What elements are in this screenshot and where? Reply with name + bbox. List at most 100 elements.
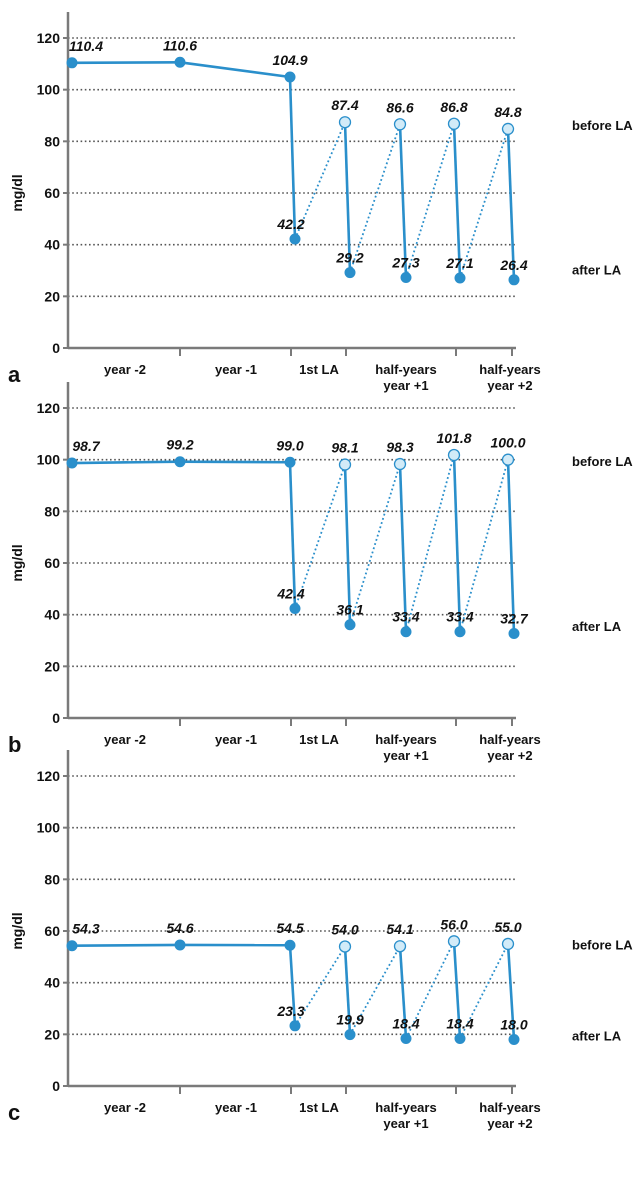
data-point-before-la (340, 117, 351, 128)
series-line-segment (454, 455, 460, 632)
data-label: 18.4 (446, 1015, 473, 1031)
data-point-before-la (395, 119, 406, 130)
data-label: 110.6 (163, 37, 197, 53)
data-point-before-la (340, 941, 351, 952)
series-line-segment (345, 465, 350, 625)
series-line-segment (508, 460, 514, 634)
data-point-pre (285, 940, 295, 950)
data-point-after-la (509, 629, 519, 639)
data-label: 100.0 (490, 435, 525, 451)
data-label: 36.1 (336, 602, 363, 618)
data-point-before-la (503, 123, 514, 134)
data-label: 42.4 (276, 585, 304, 601)
data-label: 98.7 (72, 438, 100, 454)
data-point-pre (67, 941, 77, 951)
data-label: 104.9 (272, 52, 307, 68)
data-label: 54.5 (276, 920, 303, 936)
y-tick-label: 40 (44, 607, 60, 623)
data-label: 84.8 (494, 104, 521, 120)
x-tick-label: year +2 (487, 748, 532, 763)
x-tick-label: year -2 (104, 732, 146, 747)
interval-connector-line (406, 455, 454, 632)
row-label-before-la: before LA (572, 118, 633, 133)
row-label-before-la: before LA (572, 454, 633, 469)
y-tick-label: 40 (44, 237, 60, 253)
y-tick-label: 60 (44, 555, 60, 571)
series-line-segment (72, 62, 180, 63)
data-point-before-la (449, 118, 460, 129)
panel-label: a (8, 362, 21, 387)
data-label: 54.0 (331, 922, 358, 938)
data-label: 33.4 (446, 609, 473, 625)
y-tick-label: 80 (44, 871, 60, 887)
interval-connector-line (350, 464, 400, 625)
y-tick-label: 60 (44, 923, 60, 939)
data-label: 18.4 (392, 1015, 419, 1031)
row-label-before-la: before LA (572, 937, 633, 952)
x-tick-label: year -2 (104, 362, 146, 377)
data-label: 33.4 (392, 609, 419, 625)
data-point-pre (175, 940, 185, 950)
data-label: 19.9 (336, 1012, 363, 1028)
data-point-after-la (401, 1033, 411, 1043)
data-point-after-la (509, 1035, 519, 1045)
interval-connector-line (460, 460, 508, 632)
data-label: 54.6 (166, 920, 193, 936)
y-tick-label: 120 (37, 30, 61, 46)
y-tick-label: 80 (44, 503, 60, 519)
data-point-pre (175, 57, 185, 67)
series-line-segment (400, 464, 406, 632)
y-tick-label: 100 (37, 82, 61, 98)
x-tick-label: half-years (375, 362, 436, 377)
data-point-after-la (290, 1021, 300, 1031)
data-point-pre (175, 457, 185, 467)
data-label: 101.8 (436, 430, 471, 446)
data-point-pre (67, 458, 77, 468)
data-point-after-la (345, 620, 355, 630)
x-tick-label: half-years (479, 1100, 540, 1115)
x-tick-label: half-years (375, 732, 436, 747)
data-label: 42.2 (276, 216, 304, 232)
data-point-after-la (401, 272, 411, 282)
y-axis-title: mg/dl (9, 912, 25, 949)
data-label: 56.0 (440, 916, 467, 932)
data-label: 98.1 (331, 440, 358, 456)
y-axis-title: mg/dl (9, 544, 25, 581)
data-point-after-la (455, 627, 465, 637)
x-tick-label: year +1 (383, 748, 428, 763)
data-point-before-la (395, 459, 406, 470)
data-point-before-la (340, 459, 351, 470)
data-point-before-la (449, 450, 460, 461)
data-point-after-la (345, 268, 355, 278)
data-label: 98.3 (386, 439, 413, 455)
data-label: 23.3 (276, 1003, 304, 1019)
data-point-after-la (401, 627, 411, 637)
x-tick-label: year -2 (104, 1100, 146, 1115)
data-point-after-la (290, 234, 300, 244)
series-line-segment (72, 945, 180, 946)
data-point-after-la (455, 273, 465, 283)
row-label-after-la: after LA (572, 262, 622, 277)
y-tick-label: 80 (44, 133, 60, 149)
data-point-before-la (449, 936, 460, 947)
data-label: 27.1 (445, 255, 473, 271)
row-label-after-la: after LA (572, 1028, 622, 1043)
x-tick-label: year +2 (487, 1116, 532, 1131)
data-label: 99.2 (166, 437, 193, 453)
y-tick-label: 100 (37, 452, 61, 468)
y-tick-label: 0 (52, 340, 60, 356)
data-label: 86.6 (386, 99, 413, 115)
data-point-after-la (345, 1030, 355, 1040)
y-tick-label: 0 (52, 1078, 60, 1094)
x-tick-label: year +2 (487, 378, 532, 393)
y-tick-label: 100 (37, 820, 61, 836)
data-point-pre (285, 457, 295, 467)
data-label: 110.4 (69, 38, 103, 54)
x-tick-label: 1st LA (299, 732, 339, 747)
data-label: 86.8 (440, 99, 467, 115)
data-point-after-la (509, 275, 519, 285)
series-line-segment (180, 462, 290, 463)
